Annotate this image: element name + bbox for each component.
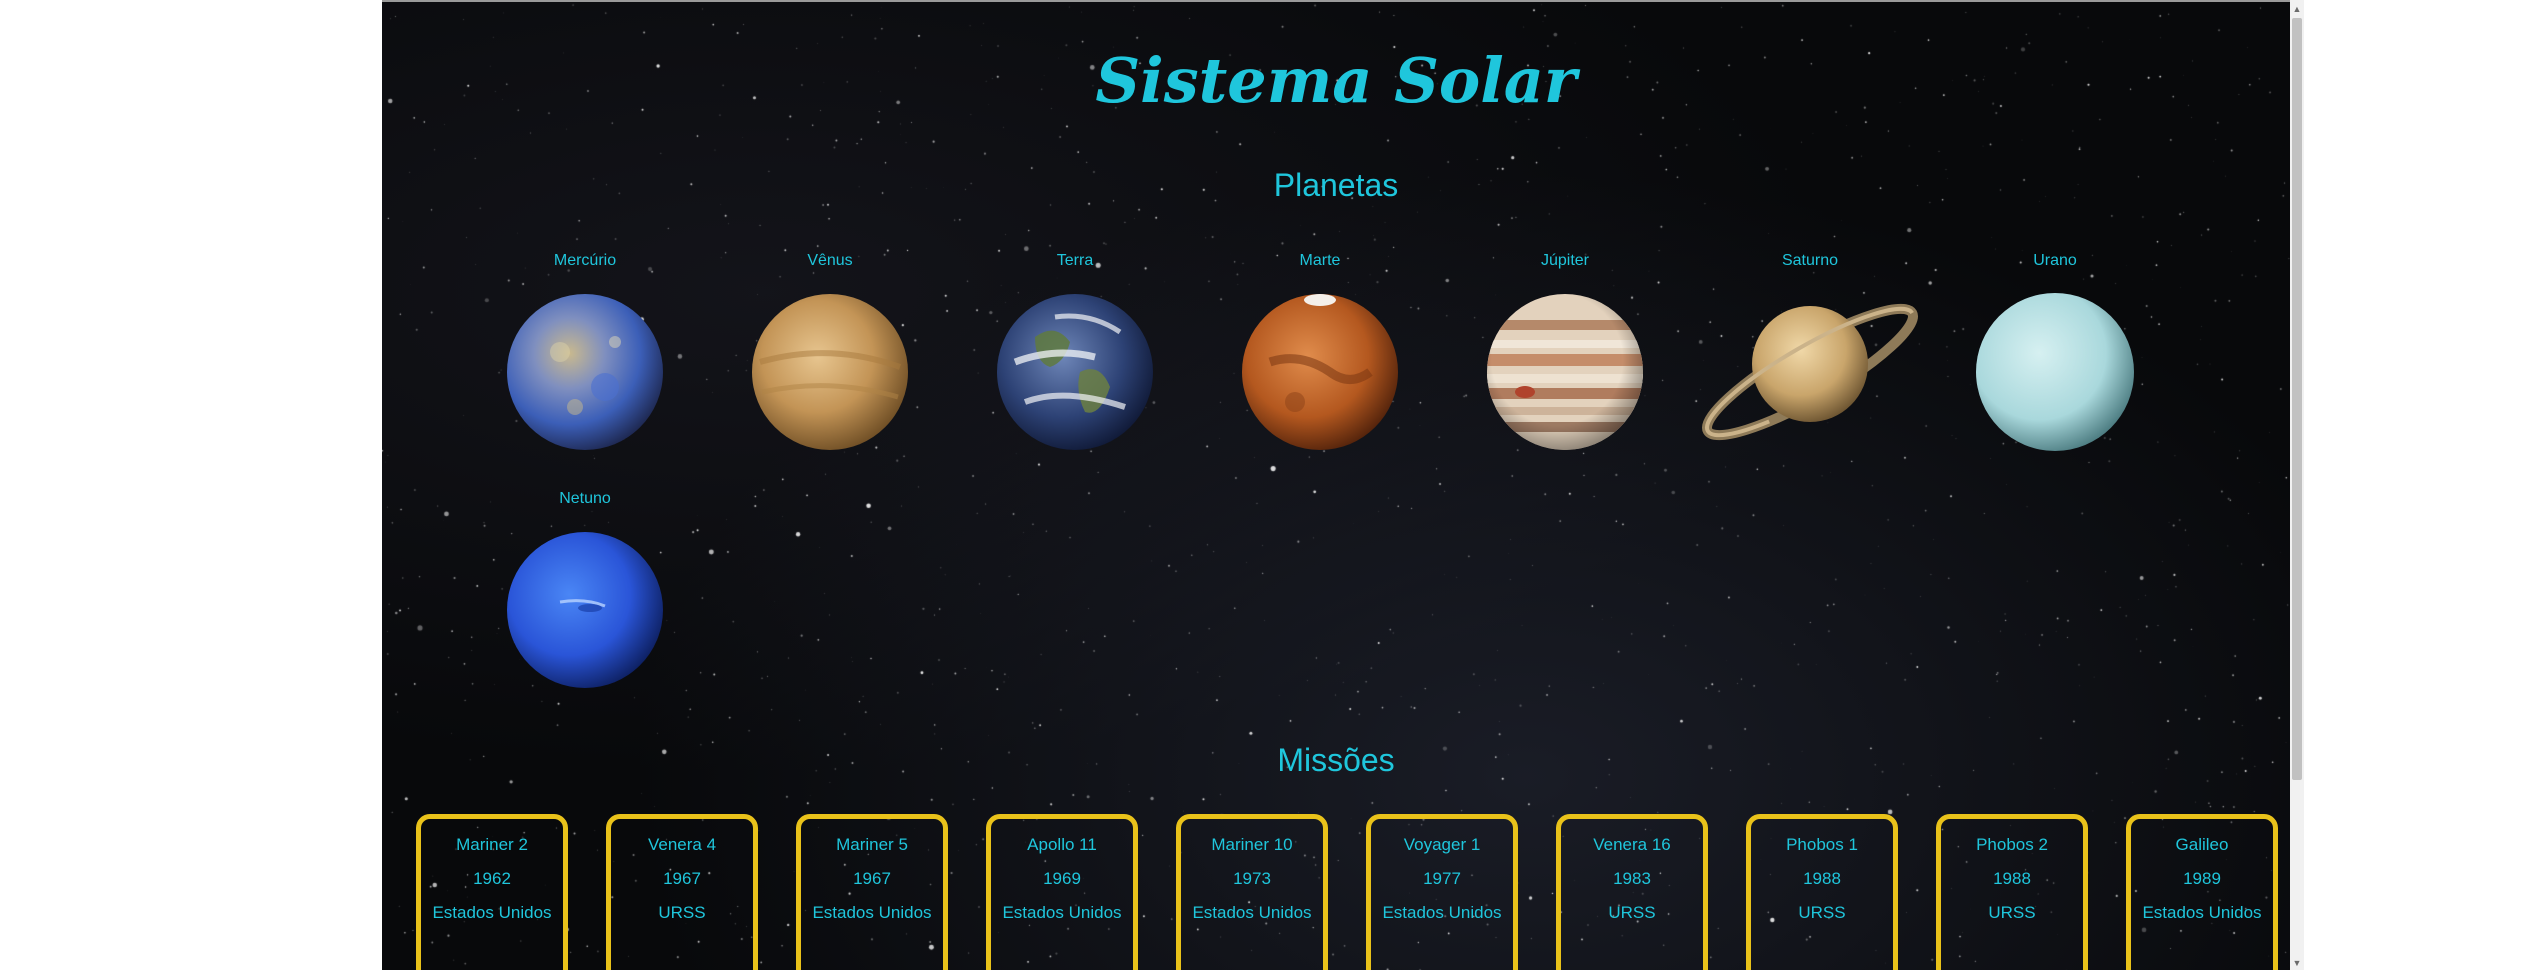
missions-heading: Missões	[1277, 742, 1395, 778]
earth-image	[995, 292, 1155, 452]
planet-name: Mercúrio	[553, 252, 617, 269]
mission-name: Venera 4	[647, 835, 717, 854]
mission-name: Venera 16	[1593, 835, 1671, 854]
mission-name: Mariner 2	[456, 835, 528, 854]
mission-card: Voyager 1 1977 Estados Unidos	[1366, 814, 1518, 970]
mission-name: Mariner 5	[836, 835, 908, 854]
venus-image	[750, 292, 910, 452]
mission-card: Apollo 11 1969 Estados Unidos	[986, 814, 1138, 970]
mission-name: Phobos 2	[1976, 835, 2048, 854]
mission-card: Venera 4 1967 URSS	[606, 814, 758, 970]
mission-country: Estados Unidos	[1002, 903, 1122, 922]
scroll-up-arrow-icon[interactable]: ▲	[2292, 4, 2302, 14]
mission-card: Phobos 2 1988 URSS	[1936, 814, 2088, 970]
mission-name: Mariner 10	[1211, 835, 1293, 854]
mission-country: Estados Unidos	[812, 903, 932, 922]
planet-card-mars: Marte	[1220, 252, 1420, 482]
mission-year: 1962	[473, 869, 511, 888]
mission-country: Estados Unidos	[2142, 903, 2262, 922]
mission-country: URSS	[658, 903, 706, 922]
site-title: Sistema Solar	[1095, 44, 1577, 117]
mission-year: 1988	[1803, 869, 1841, 888]
mission-country: URSS	[1798, 903, 1846, 922]
mission-year: 1969	[1043, 869, 1081, 888]
mission-card: Mariner 2 1962 Estados Unidos	[416, 814, 568, 970]
mission-name: Galileo	[2175, 835, 2229, 854]
mission-name: Apollo 11	[1027, 835, 1097, 854]
mission-year: 1977	[1423, 869, 1461, 888]
planet-name: Terra	[1056, 252, 1094, 269]
mission-name: Voyager 1	[1403, 835, 1481, 854]
saturn-image	[1700, 292, 1920, 452]
mission-card: Galileo 1989 Estados Unidos	[2126, 814, 2278, 970]
planet-card-mercury: Mercúrio	[485, 252, 685, 482]
mission-name: Phobos 1	[1786, 835, 1858, 854]
mission-year: 1983	[1613, 869, 1651, 888]
planet-card-neptune: Netuno	[485, 490, 685, 720]
mission-country: URSS	[1608, 903, 1656, 922]
page-viewport: Sistema Solar Planetas Mercúrio	[382, 0, 2290, 970]
neptune-image	[505, 530, 665, 690]
planet-card-uranus: Urano	[1955, 252, 2155, 482]
mission-card: Mariner 10 1973 Estados Unidos	[1176, 814, 1328, 970]
planet-name: Urano	[2033, 252, 2077, 269]
mission-country: URSS	[1988, 903, 2036, 922]
mission-year: 1967	[853, 869, 891, 888]
mission-card: Phobos 1 1988 URSS	[1746, 814, 1898, 970]
mars-image	[1240, 292, 1400, 452]
uranus-image	[1975, 292, 2135, 452]
mission-card: Venera 16 1983 URSS	[1556, 814, 1708, 970]
mission-card: Mariner 5 1967 Estados Unidos	[796, 814, 948, 970]
planet-card-venus: Vênus	[730, 252, 930, 482]
mission-country: Estados Unidos	[1382, 903, 1502, 922]
planet-card-saturn: Saturno	[1701, 252, 1919, 482]
planet-name: Júpiter	[1540, 252, 1590, 269]
planet-name: Vênus	[807, 252, 853, 269]
planet-card-earth: Terra	[975, 252, 1175, 482]
planet-name: Saturno	[1781, 252, 1839, 269]
mission-year: 1973	[1233, 869, 1271, 888]
planet-name: Marte	[1299, 252, 1341, 269]
scrollbar-thumb[interactable]	[2292, 18, 2302, 780]
mission-year: 1967	[663, 869, 701, 888]
starfield-background	[382, 2, 2290, 970]
page-content: Sistema Solar Planetas Mercúrio	[382, 2, 2290, 970]
mission-year: 1988	[1993, 869, 2031, 888]
planet-name: Netuno	[559, 490, 611, 507]
mercury-image	[505, 292, 665, 452]
mission-country: Estados Unidos	[432, 903, 552, 922]
planet-card-jupiter: Júpiter	[1465, 252, 1665, 482]
jupiter-image	[1485, 292, 1645, 452]
mission-year: 1989	[2183, 869, 2221, 888]
vertical-scrollbar[interactable]: ▲ ▼	[2290, 0, 2304, 970]
scroll-down-arrow-icon[interactable]: ▼	[2292, 958, 2302, 968]
planets-heading: Planetas	[1273, 167, 1399, 203]
mission-country: Estados Unidos	[1192, 903, 1312, 922]
